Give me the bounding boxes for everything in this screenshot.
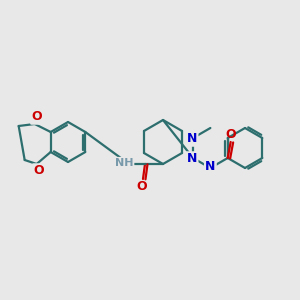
Text: O: O (32, 110, 42, 124)
Text: N: N (187, 133, 197, 146)
Text: O: O (33, 164, 44, 178)
Text: O: O (137, 179, 147, 193)
Text: N: N (187, 152, 197, 166)
Text: N: N (205, 160, 215, 173)
Text: O: O (225, 128, 236, 142)
Text: NH: NH (115, 158, 133, 168)
